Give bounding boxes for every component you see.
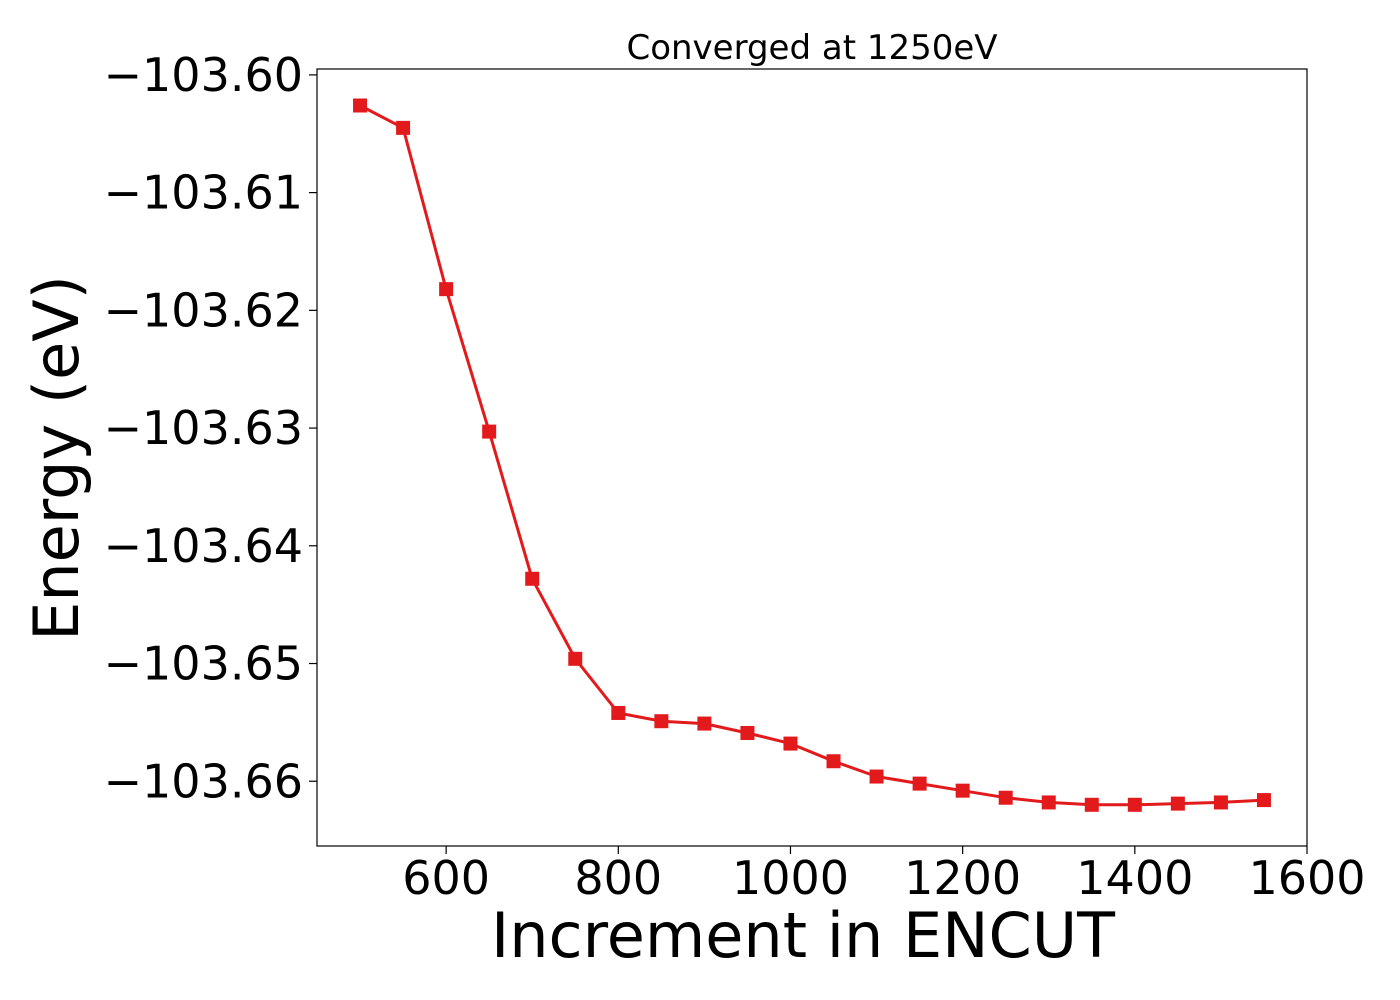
y-tick-label: −103.60 <box>104 48 304 102</box>
x-tick-label: 1000 <box>732 851 849 905</box>
plot-background <box>317 69 1307 846</box>
data-point-marker <box>1213 795 1228 810</box>
x-tick-label: 600 <box>402 851 490 905</box>
data-point-marker <box>482 424 497 439</box>
data-point-marker <box>783 736 798 751</box>
x-tick-label: 1600 <box>1248 851 1365 905</box>
data-point-marker <box>396 120 411 135</box>
data-point-marker <box>654 714 669 729</box>
x-axis-label: Increment in ENCUT <box>491 899 1116 972</box>
y-tick-label: −103.61 <box>104 166 304 220</box>
x-tick-label: 1400 <box>1076 851 1193 905</box>
x-axis-ticks: 600 800 1000 1200 1400 1600 <box>402 846 1366 905</box>
y-axis-label: Energy (eV) <box>20 275 93 641</box>
data-point-marker <box>912 776 927 791</box>
x-tick-label: 1200 <box>904 851 1021 905</box>
plot-frame <box>316 68 1308 847</box>
y-tick-label: −103.63 <box>104 401 304 455</box>
data-point-marker <box>998 790 1013 805</box>
data-point-marker <box>1170 796 1185 811</box>
series-line <box>359 104 1265 807</box>
data-point-marker <box>1127 797 1142 812</box>
x-tick-label: 800 <box>574 851 662 905</box>
data-point-marker <box>697 716 712 731</box>
data-point-marker <box>525 571 540 586</box>
chart-title: Converged at 1250eV <box>626 28 997 68</box>
series-markers <box>353 98 1271 812</box>
data-point-marker <box>955 783 970 798</box>
data-point-marker <box>1256 793 1271 808</box>
data-point-marker <box>353 98 368 113</box>
data-point-marker <box>1084 797 1099 812</box>
y-tick-label: −103.62 <box>104 283 304 337</box>
y-axis-ticks: −103.60 −103.61 −103.62 −103.63 −103.64 −103.… <box>104 48 317 808</box>
y-tick-label: −103.66 <box>104 754 304 808</box>
data-point-marker <box>611 705 626 720</box>
y-tick-label: −103.64 <box>104 519 304 573</box>
data-point-marker <box>1041 795 1056 810</box>
data-point-marker <box>826 754 841 769</box>
y-tick-label: −103.65 <box>104 637 304 691</box>
data-point-marker <box>740 725 755 740</box>
data-point-marker <box>869 769 884 784</box>
data-point-marker <box>439 282 454 297</box>
data-point-marker <box>568 651 583 666</box>
